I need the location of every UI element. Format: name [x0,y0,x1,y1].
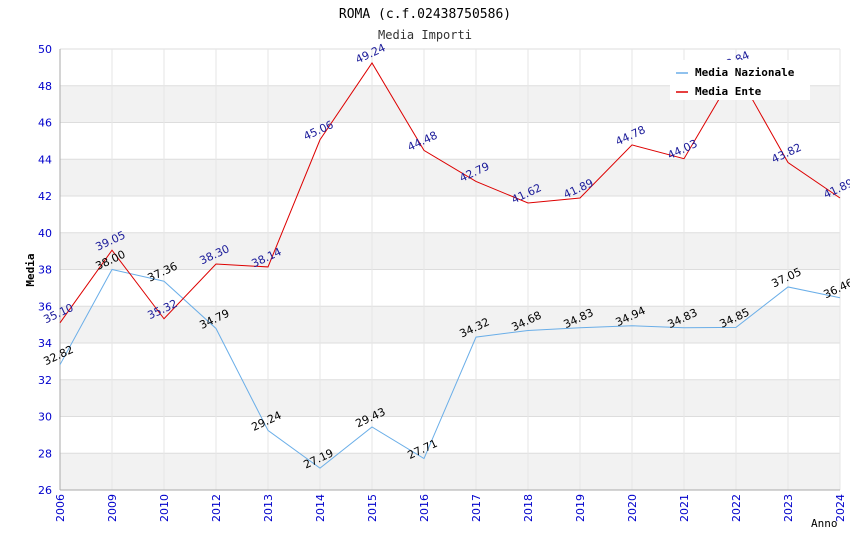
grid-band [60,306,840,343]
x-tick-label: 2013 [262,494,275,522]
legend-label: Media Ente [695,85,762,98]
grid-band [60,453,840,490]
x-tick-label: 2016 [418,494,431,522]
x-tick-label: 2015 [366,494,379,522]
y-tick-label: 30 [38,411,52,424]
x-tick-label: 2018 [522,494,535,522]
x-tick-label: 2022 [730,494,743,522]
x-tick-label: 2024 [834,494,847,522]
y-tick-label: 36 [38,300,52,313]
series-line-media-nazionale [59,268,841,469]
legend-label: Media Nazionale [695,66,795,79]
x-tick-label: 2017 [470,494,483,522]
grid-band [60,232,840,270]
y-tick-label: 38 [38,264,52,277]
x-tick-label: 2019 [574,494,587,522]
y-tick-label: 28 [38,447,52,460]
legend: Media Nazionale Media Ente [670,60,810,100]
x-tick-label: 2023 [782,494,795,522]
x-tick-label: 2006 [54,494,67,522]
y-axis-ticks: 26 28 30 32 34 36 38 40 42 44 46 48 50 [38,43,52,497]
x-tick-label: 2021 [678,494,691,522]
series-line-media-ente [59,62,841,324]
series-lines [59,62,841,469]
x-tick-label: 2010 [158,494,171,522]
y-tick-label: 48 [38,80,52,93]
x-axis-ticks: 2006 2009 2010 2012 2013 2014 2015 2016 2017 2018… [54,494,847,522]
x-tick-label: 2009 [106,494,119,522]
chart-subtitle: Media Importi [378,28,472,42]
plot-grid [59,48,841,491]
y-tick-label: 32 [38,374,52,387]
x-axis-label: Anno [811,517,838,530]
y-tick-label: 46 [38,117,52,130]
x-tick-label: 2012 [210,494,223,522]
y-tick-label: 50 [38,43,52,56]
y-tick-label: 34 [38,337,52,350]
grid-band [60,159,840,196]
data-label: 44.48 [405,129,439,154]
y-tick-label: 26 [38,484,52,497]
y-tick-label: 40 [38,227,52,240]
y-tick-label: 42 [38,190,52,203]
y-tick-label: 44 [38,153,52,166]
legend-box [670,60,810,100]
data-label: 44.78 [613,123,647,148]
data-label: 49.24 [353,41,387,66]
x-tick-label: 2020 [626,494,639,522]
chart-title: ROMA (c.f.02438750586) [339,7,511,22]
x-tick-label: 2014 [314,494,327,522]
y-axis-label: Media [24,253,37,286]
